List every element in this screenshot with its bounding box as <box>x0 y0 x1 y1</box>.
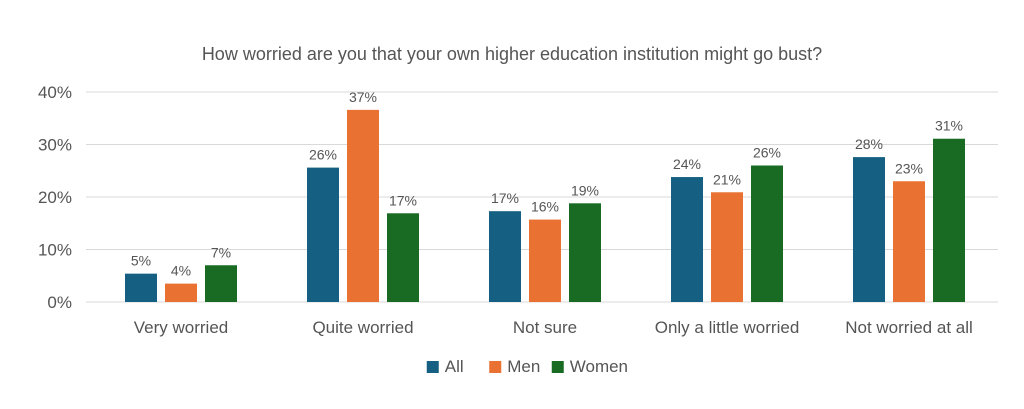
data-labels: 5% 4% 7% 26% 37% 17% 17% 16% 19% 24% 21% 26% 28% 23% 3… <box>131 89 963 279</box>
bar-women <box>205 265 237 302</box>
legend-swatch <box>489 361 502 373</box>
legend: All Men Women <box>426 357 628 376</box>
data-label: 4% <box>171 263 191 279</box>
data-label: 17% <box>491 190 519 206</box>
bar-women <box>569 203 601 302</box>
data-label: 19% <box>571 182 599 198</box>
category-label: Quite worried <box>312 318 413 337</box>
chart-title: How worried are you that your own higher… <box>202 44 822 64</box>
data-label: 16% <box>531 199 559 215</box>
bar-men <box>165 283 197 302</box>
data-label: 26% <box>309 147 337 163</box>
bar-women <box>751 165 783 302</box>
data-label: 24% <box>673 156 701 172</box>
bar-all <box>671 177 703 302</box>
category-label: Very worried <box>134 318 228 337</box>
bar-all <box>307 167 339 302</box>
y-tick-label: 0% <box>47 293 72 312</box>
bar-men <box>893 181 925 302</box>
data-label: 26% <box>753 145 781 161</box>
bar-all <box>125 273 157 302</box>
y-tick-label: 40% <box>38 83 72 102</box>
data-label: 21% <box>713 171 741 187</box>
bar-women <box>387 213 419 302</box>
legend-swatch <box>551 361 564 373</box>
data-label: 37% <box>349 89 377 105</box>
data-label: 7% <box>211 244 231 260</box>
legend-label: Women <box>570 357 628 376</box>
category-label: Not sure <box>513 318 577 337</box>
data-label: 5% <box>131 253 151 269</box>
y-tick-label: 10% <box>38 241 72 260</box>
bar-men <box>711 192 743 302</box>
y-tick-label: 20% <box>38 188 72 207</box>
bar-all <box>489 211 521 302</box>
data-label: 28% <box>855 136 883 152</box>
gridlines <box>86 91 998 303</box>
data-label: 23% <box>895 160 923 176</box>
legend-swatch <box>426 361 439 373</box>
bar-men <box>347 109 379 302</box>
category-label: Only a little worried <box>655 318 800 337</box>
data-label: 31% <box>935 118 963 134</box>
category-labels: Very worried Quite worried Not sure Only a … <box>134 318 973 337</box>
data-label: 17% <box>389 192 417 208</box>
legend-label: Men <box>507 357 540 376</box>
bar-women <box>933 138 965 302</box>
y-axis-tick-labels: 0% 10% 20% 30% 40% <box>38 83 72 312</box>
bar-all <box>853 157 885 302</box>
legend-label: All <box>445 357 464 376</box>
bars <box>125 109 965 302</box>
category-label: Not worried at all <box>845 318 973 337</box>
y-tick-label: 30% <box>38 136 72 155</box>
bar-men <box>529 219 561 302</box>
